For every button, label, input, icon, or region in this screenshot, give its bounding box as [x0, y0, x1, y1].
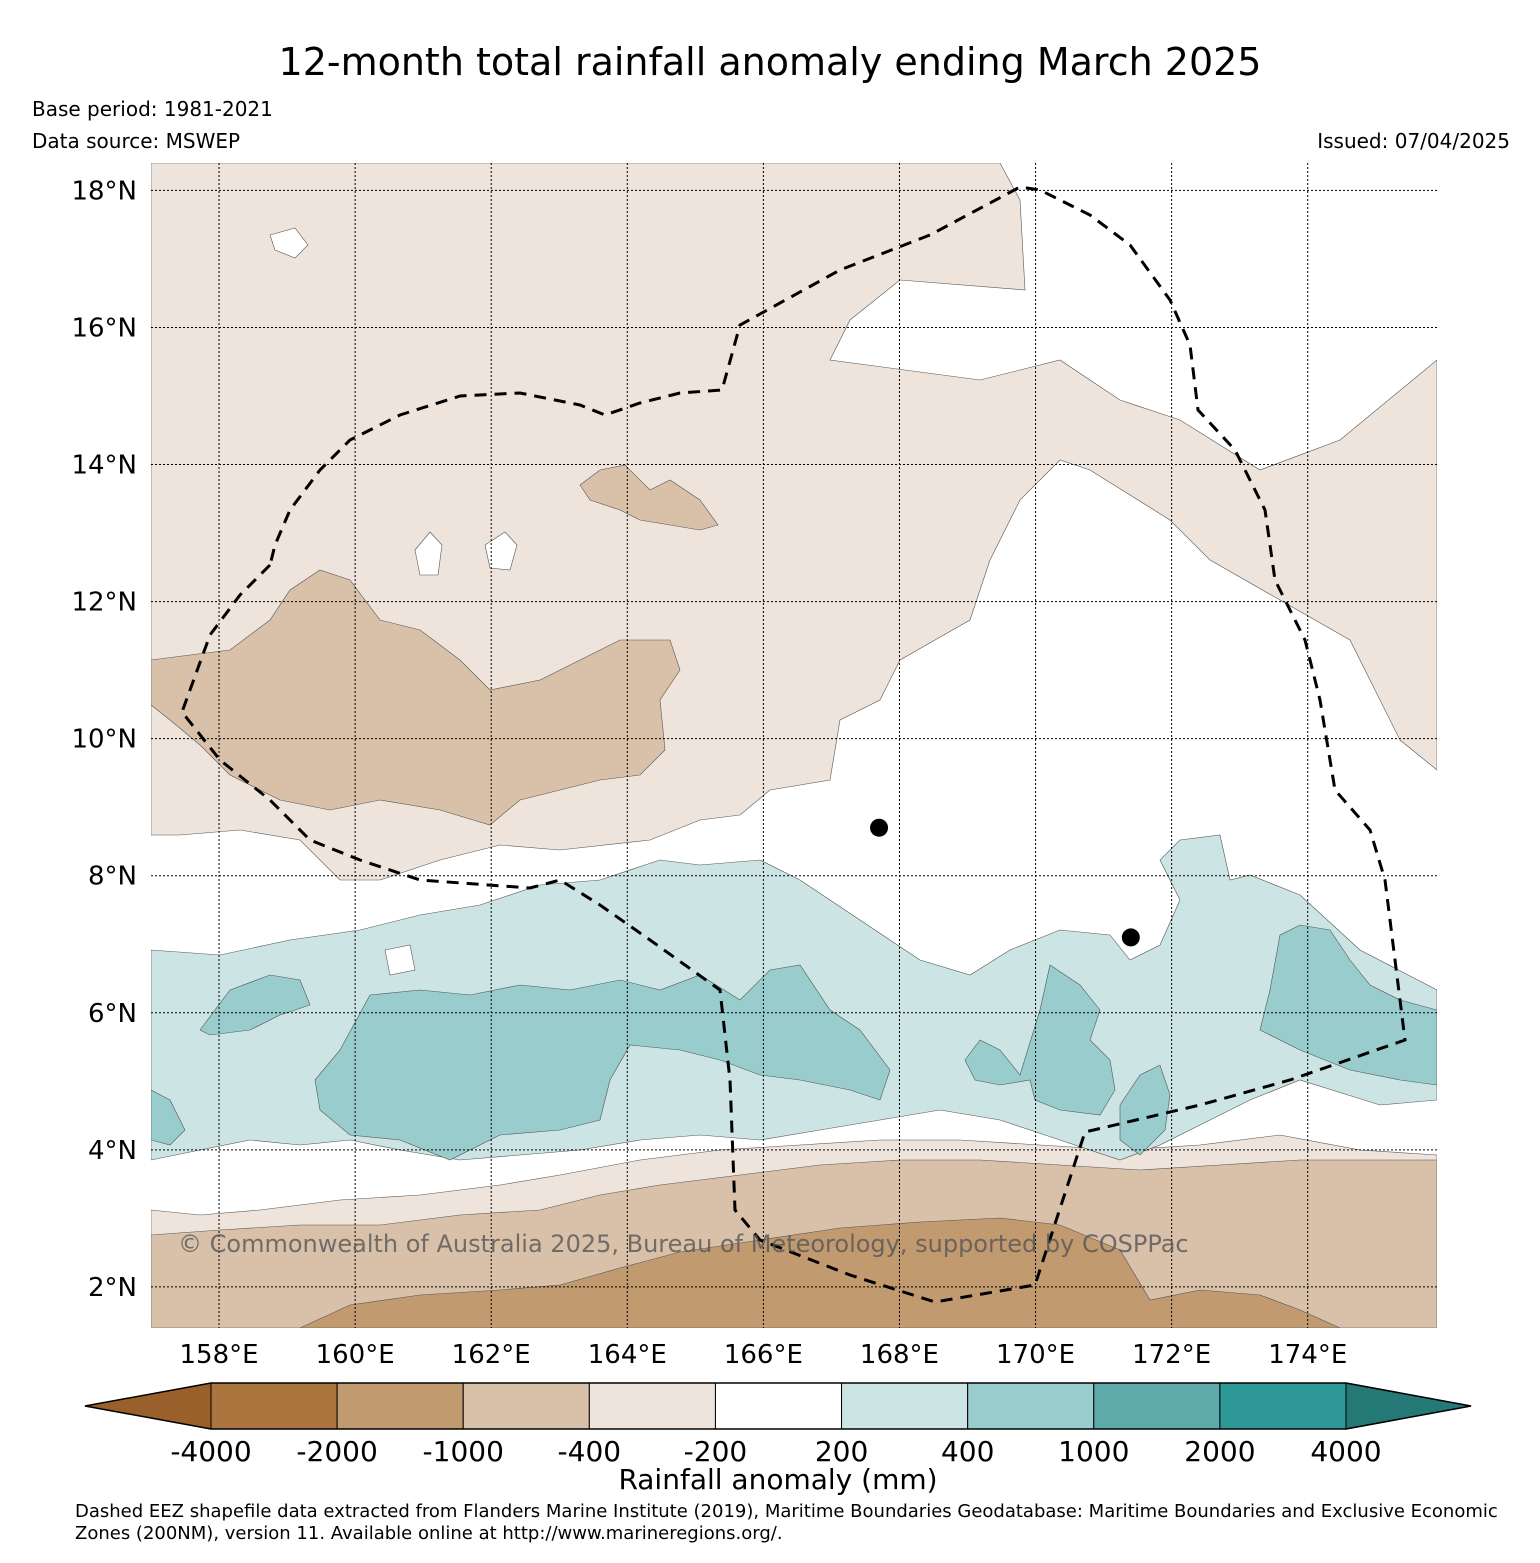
colorbar-label: Rainfall anomaly (mm)	[618, 1463, 938, 1496]
island-marker	[1121, 928, 1140, 947]
footnote: Dashed EEZ shapefile data extracted from…	[75, 1501, 1498, 1544]
lat-tick-label: 4°N	[88, 1136, 137, 1166]
anomaly-region-medium-teal-east	[964, 964, 1116, 1116]
longitude-labels: 158°E 160°E 162°E 164°E 166°E 168°E 170°E 172°E…	[180, 1340, 1348, 1370]
anomaly-region-neutral-hole-4	[384, 944, 416, 976]
colorbar-tick-label: 1000	[1058, 1435, 1129, 1468]
anomaly-region-dark-brown-south	[299, 1217, 1341, 1328]
island-markers	[870, 818, 1140, 947]
map-plot-area	[151, 163, 1437, 1328]
lat-tick-label: 18°N	[71, 176, 137, 206]
colorbar-segment	[588, 1382, 716, 1430]
lon-tick-label: 158°E	[180, 1340, 259, 1370]
lon-tick-label: 162°E	[452, 1340, 531, 1370]
colorbar-tick-labels: -4000 -2000 -1000 -400 -200 200 400 1000 2000 400…	[170, 1435, 1381, 1468]
colorbar-tick-label: -200	[684, 1435, 748, 1468]
lat-tick-label: 6°N	[88, 999, 137, 1029]
anomaly-region-medium-teal-edge	[151, 1089, 186, 1146]
anomaly-region-medium-brown-west	[151, 569, 681, 826]
island-marker	[870, 818, 889, 837]
anomaly-region-medium-teal-west	[199, 974, 311, 1036]
colorbar-tick-label: 2000	[1184, 1435, 1255, 1468]
colorbar-tick-label: -2000	[296, 1435, 377, 1468]
colorbar-extend-low	[84, 1382, 212, 1430]
anomaly-region-neutral-hole-3	[269, 227, 309, 259]
lat-tick-label: 2°N	[88, 1273, 137, 1303]
anomaly-region-neutral-hole-2	[484, 531, 518, 571]
colorbar-segment	[1219, 1382, 1347, 1430]
lat-tick-label: 12°N	[71, 588, 137, 618]
colorbar-tick-label: 400	[941, 1435, 994, 1468]
lat-tick-label: 10°N	[71, 725, 137, 755]
copyright-watermark: © Commonwealth of Australia 2025, Bureau…	[178, 1230, 1189, 1258]
lon-tick-label: 164°E	[588, 1340, 667, 1370]
lon-tick-label: 160°E	[316, 1340, 395, 1370]
eez-boundary	[180, 185, 1407, 1304]
colorbar-outline	[84, 1382, 1472, 1430]
lon-tick-label: 172°E	[1132, 1340, 1211, 1370]
colorbar-segment	[210, 1382, 338, 1430]
lat-tick-label: 16°N	[71, 313, 137, 343]
lon-tick-label: 174°E	[1268, 1340, 1347, 1370]
colorbar-segment	[967, 1382, 1095, 1430]
issued-date-label: Issued: 07/04/2025	[1317, 129, 1510, 153]
anomaly-region-neutral-hole-1	[414, 531, 443, 576]
lon-tick-label: 168°E	[860, 1340, 939, 1370]
lon-tick-label: 166°E	[724, 1340, 803, 1370]
data-source-label: Data source: MSWEP	[32, 129, 241, 153]
colorbar-segment	[462, 1382, 590, 1430]
colorbar-segment	[714, 1382, 843, 1430]
colorbar-tick-label: -1000	[423, 1435, 504, 1468]
latitude-labels: 18°N 16°N 14°N 12°N 10°N 8°N 6°N 4°N 2°N	[71, 176, 137, 1302]
colorbar	[84, 1382, 1472, 1430]
colorbar-tick-label: 4000	[1310, 1435, 1381, 1468]
colorbar-tick-label: -400	[558, 1435, 622, 1468]
lat-tick-label: 8°N	[88, 862, 137, 892]
lon-tick-label: 170°E	[996, 1340, 1075, 1370]
base-period-label: Base period: 1981-2021	[32, 97, 273, 121]
colorbar-segment	[1093, 1382, 1221, 1430]
colorbar-extend-high	[1345, 1382, 1472, 1430]
anomaly-region-medium-teal-central	[314, 964, 891, 1161]
colorbar-tick-label: -4000	[170, 1435, 251, 1468]
anomaly-region-medium-teal-far-east	[1259, 924, 1437, 1086]
colorbar-segment	[841, 1382, 969, 1430]
lat-tick-label: 14°N	[71, 451, 137, 481]
colorbar-tick-label: 200	[815, 1435, 868, 1468]
map-title: 12-month total rainfall anomaly ending M…	[278, 40, 1262, 84]
colorbar-segment	[336, 1382, 464, 1430]
